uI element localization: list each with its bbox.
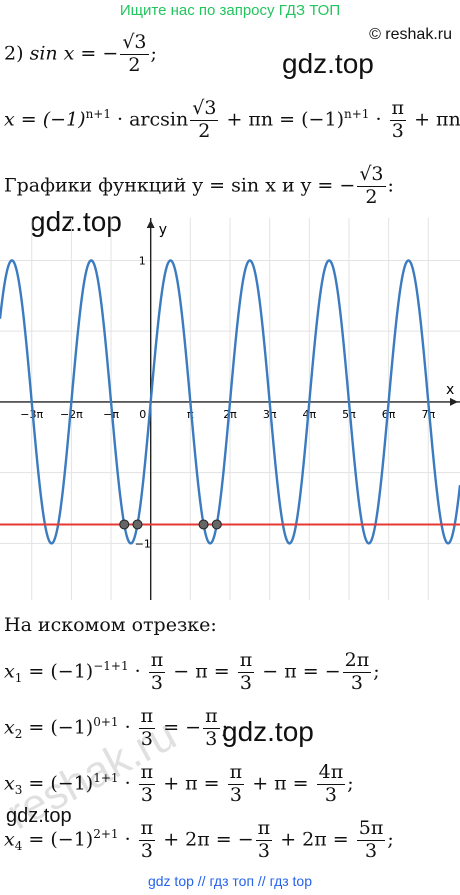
intersection-point (211, 519, 222, 530)
root-text: − π = − (256, 660, 341, 683)
sol-end: + πn; (414, 108, 460, 131)
root-index: 4 (14, 839, 23, 854)
watermark-small: gdz.top (6, 805, 72, 827)
root-text: = (−1) (22, 716, 94, 739)
x-tick-label: 4π (302, 408, 316, 421)
root-exponent: 2+1 (93, 827, 119, 842)
problem-number: 2) (4, 42, 24, 65)
root-text: = (−1) (22, 772, 94, 795)
root-var: x (4, 772, 15, 795)
sol-mid: + πn = (−1) (220, 108, 344, 131)
caption-tail: : (387, 174, 394, 197)
root-index: 3 (14, 783, 23, 798)
root-text: = (−1) (22, 828, 94, 851)
watermark: gdz.top (222, 716, 314, 747)
root-text: = (−1) (22, 660, 94, 683)
sol-dot: · (369, 108, 388, 131)
intersection-point (132, 519, 143, 530)
root-fraction: 4π 3 (316, 761, 346, 806)
sol-arcsin: · arcsin (110, 108, 189, 131)
sol-pi-den: 3 (391, 119, 404, 142)
caption-num: √3 (357, 163, 386, 187)
root-text: + π = (157, 772, 226, 795)
root-var: x (4, 660, 15, 683)
root-text: = − (157, 716, 202, 739)
problem-statement: 2) sin x = − √3 2; (4, 31, 157, 77)
x-tick-label: 6π (382, 408, 396, 421)
root-fraction: 2π 3 (342, 649, 372, 694)
root-text: ; (221, 716, 228, 739)
sol-num: √3 (190, 97, 219, 121)
function-graph: xy−3π −2π −π 0 π 2π 3π 4π 5π 6π 7π1−1 (0, 218, 460, 600)
site-copyright: © reshak.ru (369, 26, 452, 43)
x-tick-label: −2π (60, 408, 83, 421)
sol-den: 2 (198, 119, 211, 142)
root-fraction: 5π 3 (356, 817, 386, 862)
graphs-caption: Графики функций y = sin x и y = − √3 2: (4, 163, 394, 209)
root-exponent: −1+1 (93, 659, 129, 674)
root-text: + 2π = − (157, 828, 254, 851)
root-var: x (4, 716, 15, 739)
caption-text: Графики функций y = sin x и y = − (4, 174, 356, 197)
root-text: ; (387, 828, 394, 851)
problem-tail: ; (150, 42, 157, 65)
y-axis-label: y (159, 222, 167, 238)
root-text: + π = (246, 772, 315, 795)
sol-start: x = (−1) (4, 108, 86, 131)
sol-exp: n+1 (85, 107, 111, 122)
sol-pi-num: π (389, 97, 407, 121)
caption-fraction: √3 2 (357, 163, 386, 209)
watermark: gdz.top (30, 206, 122, 237)
problem-fraction: √3 2 (120, 31, 149, 77)
sol-fraction: √3 2 (190, 97, 219, 143)
root-text: · (118, 828, 137, 851)
segment-caption: На искомом отрезке: (4, 614, 217, 636)
intersection-point (198, 519, 209, 530)
root-text: ; (373, 660, 380, 683)
intersection-point (119, 519, 130, 530)
caption-den: 2 (365, 185, 378, 208)
root-index: 2 (14, 727, 23, 742)
y-tick-label: 1 (139, 254, 146, 267)
root-var: x (4, 828, 15, 851)
x-axis-arrow (450, 397, 458, 406)
root-text: − π = (167, 660, 236, 683)
sine-curve (0, 259, 460, 545)
x-axis-label: x (446, 382, 454, 398)
watermark: gdz.top (282, 48, 374, 79)
general-solution: x = (−1)n+1 · arcsin √3 2 + πn = (−1)n+1 ·… (4, 97, 460, 143)
fraction-num: √3 (120, 31, 149, 55)
root-index: 1 (14, 671, 23, 686)
root-text: · (128, 660, 147, 683)
y-axis-arrow (146, 220, 155, 228)
x-tick-label: 0 (139, 408, 146, 421)
root-text: ; (347, 772, 354, 795)
root-text: · (118, 772, 137, 795)
fraction-den: 2 (128, 53, 141, 76)
root-exponent: 0+1 (93, 715, 119, 730)
root-text: + 2π = (274, 828, 355, 851)
sol-exp2: n+1 (343, 107, 370, 122)
search-banner[interactable]: Ищите нас по запросу ГДЗ ТОП (119, 2, 341, 19)
root-exponent: 1+1 (93, 771, 119, 786)
problem-lhs: sin x = − (29, 42, 119, 65)
footer-links[interactable]: gdz top // гдз топ // гдз top (147, 873, 313, 889)
y-tick-label: −1 (135, 537, 151, 550)
x-tick-label: 2π (223, 408, 237, 421)
root-text: · (118, 716, 137, 739)
